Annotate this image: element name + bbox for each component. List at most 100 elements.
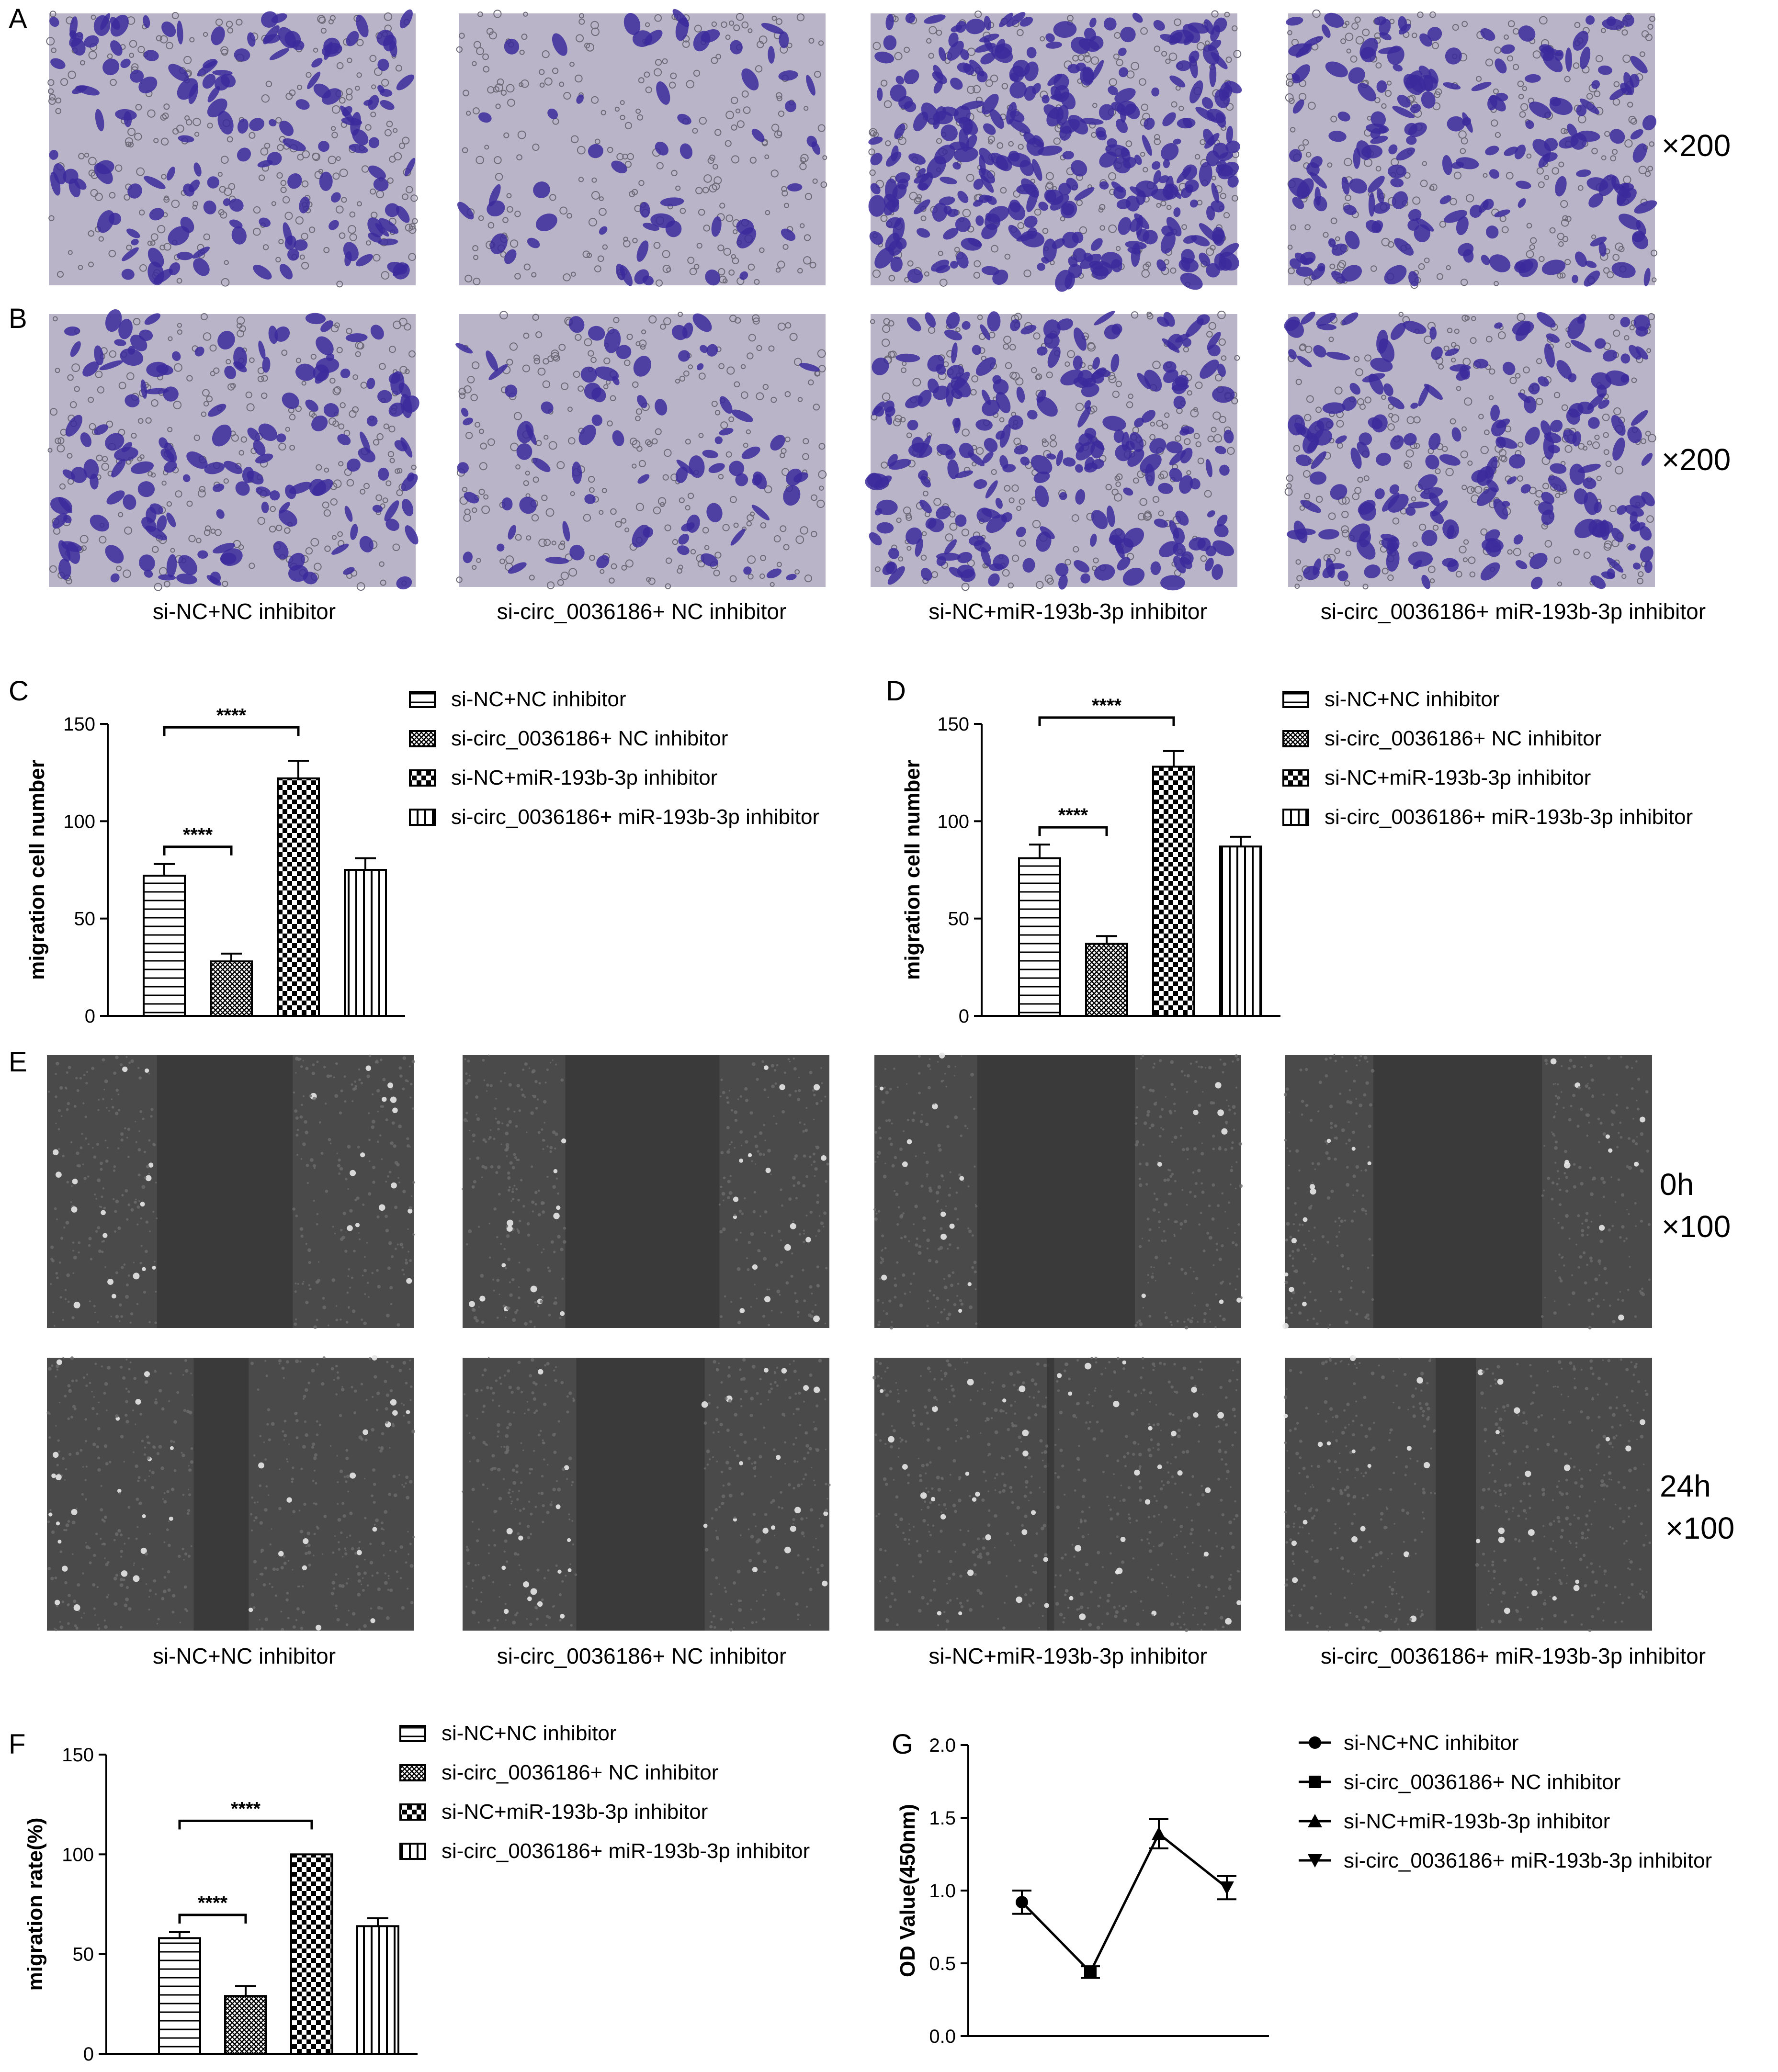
bar xyxy=(158,1937,201,2055)
legend-swatch xyxy=(1282,691,1309,708)
legend-entry: si-circ_0036186+ NC inhibitor xyxy=(1325,727,1601,750)
chart-d: 0 50 100 150 migration cell number **** **** si… xyxy=(901,687,1693,1027)
y-axis-label: migration cell number xyxy=(25,760,49,980)
legend-entry: si-circ_0036186+ miR-193b-3p inhibitor xyxy=(442,1839,810,1863)
significance-label: **** xyxy=(216,705,247,726)
legend-entry: si-NC+NC inhibitor xyxy=(1325,687,1500,711)
legend-swatch xyxy=(409,730,436,747)
panel-label-b: B xyxy=(9,303,27,334)
wound-gap xyxy=(193,1358,249,1631)
significance-bracket xyxy=(178,1819,313,1830)
legend-entry: si-circ_0036186+ NC inhibitor xyxy=(1344,1770,1620,1794)
significance-bracket xyxy=(1038,716,1175,726)
transwell-micrograph-rowb-1 xyxy=(47,309,419,591)
y-tick-label: 0 xyxy=(959,1006,969,1027)
y-tick-label: 100 xyxy=(937,811,969,832)
legend-entry: si-NC+miR-193b-3p inhibitor xyxy=(451,766,717,789)
y-tick-label: 1.5 xyxy=(929,1808,956,1829)
transwell-micrograph-rowb-4 xyxy=(1284,311,1656,590)
significance-label: **** xyxy=(183,824,213,845)
legend-entry: si-NC+miR-193b-3p inhibitor xyxy=(1344,1810,1610,1833)
legend-entry: si-circ_0036186+ miR-193b-3p inhibitor xyxy=(1325,805,1693,829)
panel-label-g: G xyxy=(892,1729,914,1760)
legend-marker xyxy=(1308,1854,1322,1868)
legend-swatch xyxy=(409,809,436,826)
legend-swatch xyxy=(1282,730,1309,747)
caption-b-group-3: si-NC+miR-193b-3p inhibitor xyxy=(929,599,1207,624)
micrograph-background xyxy=(874,1358,1241,1631)
significance-label: **** xyxy=(1058,805,1088,826)
legend-marker xyxy=(1308,1814,1322,1827)
micrograph-background xyxy=(459,13,826,285)
data-point xyxy=(1152,1826,1166,1840)
transwell-micrograph-rowb-3 xyxy=(865,310,1240,591)
transwell-micrograph-rowa-3 xyxy=(868,10,1242,292)
y-tick-label: 100 xyxy=(63,811,95,832)
scratch-micrograph-0h-4 xyxy=(1282,1054,1652,1329)
legend-entry: si-circ_0036186+ miR-193b-3p inhibitor xyxy=(1344,1849,1712,1872)
significance-bracket xyxy=(163,726,300,736)
caption-b-group-4: si-circ_0036186+ miR-193b-3p inhibitor xyxy=(1320,599,1706,624)
legend-entry: si-NC+NC inhibitor xyxy=(442,1722,617,1745)
panel-label-a: A xyxy=(9,3,27,34)
legend-entry: si-circ_0036186+ NC inhibitor xyxy=(442,1761,718,1784)
chart-g: 0.0 0.5 1.0 1.5 2.0 OD Value(450nm) si-NC+NC i… xyxy=(896,1731,1712,2047)
scratch-micrograph-24h-2 xyxy=(462,1357,831,1632)
y-tick-label: 0 xyxy=(83,2044,94,2065)
transwell-micrograph-rowb-2 xyxy=(455,311,827,589)
transwell-micrograph-rowa-2 xyxy=(456,9,827,287)
legend-swatch xyxy=(399,1843,426,1860)
panel-label-d: D xyxy=(886,676,906,707)
data-point xyxy=(1220,1881,1234,1895)
y-tick-label: 1.0 xyxy=(929,1881,956,1902)
wound-gap xyxy=(1436,1358,1476,1631)
y-tick-label: 50 xyxy=(948,909,970,930)
wound-gap xyxy=(576,1358,705,1631)
y-tick-label: 2.0 xyxy=(929,1735,956,1756)
significance-bracket xyxy=(178,1914,247,1924)
y-tick-label: 0.0 xyxy=(929,2026,956,2047)
bar xyxy=(224,1995,267,2055)
caption-b-group-1: si-NC+NC inhibitor xyxy=(152,599,336,624)
significance-label: **** xyxy=(1092,695,1122,716)
caption-e-group-4: si-circ_0036186+ miR-193b-3p inhibitor xyxy=(1320,1644,1706,1668)
legend-entry: si-circ_0036186+ miR-193b-3p inhibitor xyxy=(451,805,819,829)
series-line xyxy=(1021,1832,1228,1974)
legend-swatch xyxy=(399,1764,426,1781)
y-tick-label: 50 xyxy=(73,1944,94,1965)
y-tick-label: 150 xyxy=(62,1745,94,1766)
scratch-micrograph-24h-4 xyxy=(1283,1355,1652,1633)
legend-entry: si-NC+miR-193b-3p inhibitor xyxy=(1325,766,1591,789)
bar xyxy=(143,875,186,1017)
panel-label-c: C xyxy=(9,676,29,707)
y-tick-label: 0 xyxy=(85,1006,95,1027)
legend-entry: si-circ_0036186+ NC inhibitor xyxy=(451,727,728,750)
wound-gap xyxy=(565,1055,720,1328)
bar xyxy=(210,960,253,1017)
y-tick-label: 150 xyxy=(63,714,95,735)
significance-label: **** xyxy=(231,1798,261,1819)
transwell-micrograph-rowa-4 xyxy=(1285,9,1658,289)
legend-swatch xyxy=(399,1803,426,1821)
caption-e-group-3: si-NC+miR-193b-3p inhibitor xyxy=(929,1644,1207,1668)
magnification-label-0h: ×100 xyxy=(1662,1209,1731,1244)
data-point xyxy=(1084,1966,1097,1979)
y-axis-label: OD Value(450nm) xyxy=(896,1804,919,1977)
scratch-micrograph-0h-2 xyxy=(462,1054,829,1328)
legend-marker xyxy=(1309,1776,1321,1788)
legend-entry: si-NC+NC inhibitor xyxy=(1344,1731,1519,1755)
caption-e-group-2: si-circ_0036186+ NC inhibitor xyxy=(497,1644,787,1668)
legend-swatch xyxy=(1282,809,1309,826)
bar xyxy=(356,1925,399,2055)
legend-marker xyxy=(1309,1736,1321,1749)
wound-gap xyxy=(1047,1358,1054,1631)
magnification-label-a: ×200 xyxy=(1662,128,1731,163)
legend-swatch xyxy=(409,769,436,787)
y-axis-label: migration rate(%) xyxy=(23,1818,47,1991)
y-tick-label: 50 xyxy=(74,909,96,930)
significance-bracket xyxy=(1038,826,1108,836)
data-point xyxy=(1016,1896,1028,1909)
scratch-micrograph-0h-3 xyxy=(873,1052,1243,1330)
caption-e-group-1: si-NC+NC inhibitor xyxy=(152,1644,336,1668)
bar xyxy=(1018,857,1061,1017)
